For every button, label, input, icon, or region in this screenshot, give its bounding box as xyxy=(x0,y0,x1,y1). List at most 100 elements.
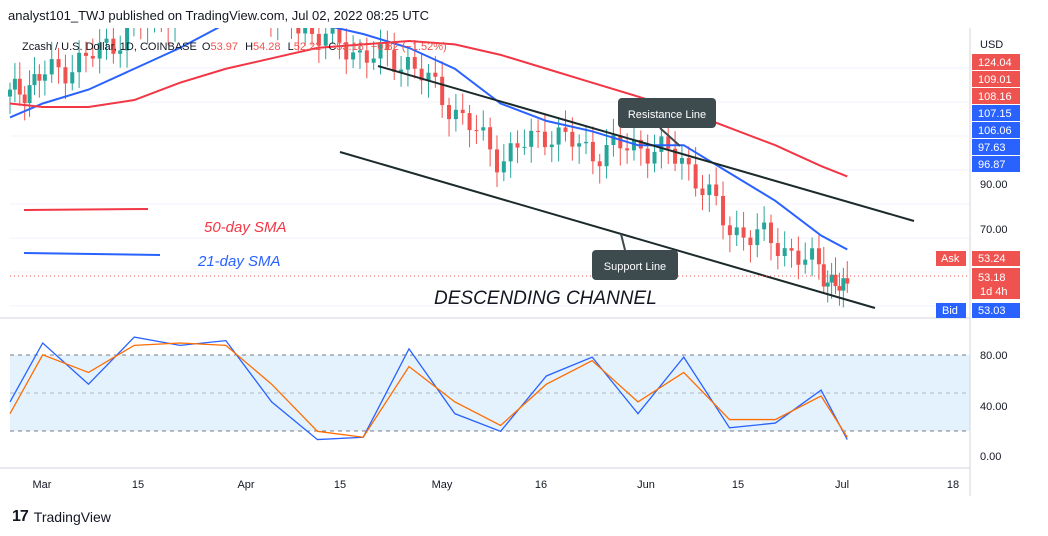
time-tick: Jun xyxy=(637,479,655,491)
brand-name: TradingView xyxy=(33,509,111,525)
candle-body xyxy=(27,85,32,104)
candle-body xyxy=(310,25,315,34)
price-tick-70: 70.00 xyxy=(980,224,1008,236)
bid-tag: Bid 53.03 xyxy=(936,303,1020,318)
candle-body xyxy=(97,42,102,59)
resistance-callout[interactable]: Resistance Line xyxy=(618,98,716,147)
chart-area[interactable]: 50-day SMA 21-day SMA DESCENDING CHANNEL… xyxy=(0,0,1048,496)
price-tick-90: 90.00 xyxy=(980,179,1008,191)
support-callout-label: Support Line xyxy=(604,261,666,273)
oscillator xyxy=(9,336,848,441)
candle-body xyxy=(399,69,404,72)
time-tick: Jul xyxy=(835,479,849,491)
footer: 17 TradingView xyxy=(12,508,111,526)
candle-body xyxy=(433,72,438,77)
candle-body xyxy=(625,148,630,151)
osc-tick-40: 40.00 xyxy=(980,401,1008,413)
candle-body xyxy=(666,136,671,149)
currency-label: USD xyxy=(980,39,1003,51)
candle-body xyxy=(631,139,636,151)
time-tick: May xyxy=(432,479,453,491)
candle-body xyxy=(104,38,109,43)
candle-body xyxy=(618,135,623,149)
osc-tick-80: 80.00 xyxy=(980,350,1008,362)
time-tick: 15 xyxy=(132,479,144,491)
resistance-line[interactable] xyxy=(377,65,915,222)
candle-body xyxy=(686,158,691,165)
level-tag-label: 107.15 xyxy=(978,108,1012,120)
low-value: 52.22 xyxy=(294,41,322,53)
candle-body xyxy=(467,113,472,131)
candle-body xyxy=(768,222,773,244)
candle-body xyxy=(841,278,846,291)
candle-body xyxy=(42,74,47,81)
resistance-callout-label: Resistance Line xyxy=(628,109,706,121)
support-line[interactable] xyxy=(339,151,876,309)
ask-value: 53.24 xyxy=(978,253,1006,265)
candle-body xyxy=(515,143,520,148)
oscillator-k-line xyxy=(9,336,848,441)
candle-body xyxy=(371,58,376,63)
bid-value: 53.03 xyxy=(978,305,1006,317)
candle-body xyxy=(330,23,335,34)
candle-body xyxy=(652,151,657,164)
candle-body xyxy=(22,94,27,104)
candle-body xyxy=(63,67,68,84)
price-chart[interactable]: 50-day SMA 21-day SMA DESCENDING CHANNEL… xyxy=(0,0,1048,496)
time-axis: Mar 15 Apr 15 May 16 Jun 15 Jul 18 xyxy=(33,479,960,491)
time-tick: 15 xyxy=(334,479,346,491)
level-tag-label: 97.63 xyxy=(978,142,1006,154)
candle-body xyxy=(32,74,37,86)
candle-body xyxy=(494,149,499,173)
candle-body xyxy=(83,52,88,56)
level-tag-label: 106.06 xyxy=(978,125,1012,137)
candle-body xyxy=(590,141,595,162)
level-tag-label: 109.01 xyxy=(978,74,1012,86)
candle-body xyxy=(748,237,753,246)
candle-body xyxy=(673,148,678,164)
candle-body xyxy=(447,105,452,120)
candle-body xyxy=(542,131,547,148)
channel-label: DESCENDING CHANNEL xyxy=(434,288,657,309)
candle-body xyxy=(829,274,834,283)
candle-body xyxy=(125,25,130,51)
candle-body xyxy=(12,78,17,90)
time-tick: 15 xyxy=(732,479,744,491)
symbol-name: Zcash / U.S. Dollar, 1D, COINBASE xyxy=(22,41,197,53)
candle-body xyxy=(364,50,369,63)
candle-body xyxy=(474,130,479,132)
level-tag-label: 108.16 xyxy=(978,91,1012,103)
change-value: −0.82 (−1.52%) xyxy=(371,41,447,53)
open-value: 53.97 xyxy=(210,41,238,53)
close-label: C xyxy=(328,41,336,53)
sma50-label: 50-day SMA xyxy=(204,219,287,236)
sma-line-50 xyxy=(9,39,848,178)
candle-body xyxy=(56,59,61,68)
level-tag-label: 124.04 xyxy=(978,57,1012,69)
candle-body xyxy=(357,50,362,53)
candlesticks xyxy=(8,0,850,308)
candle-body xyxy=(337,23,342,43)
candle-body xyxy=(316,33,321,46)
level-tag-label: 96.87 xyxy=(978,159,1006,171)
sma21-legend-line xyxy=(23,252,161,256)
last-price-tag: 53.18 1d 4h xyxy=(972,268,1020,299)
candle-body xyxy=(721,195,726,226)
candle-body xyxy=(70,72,75,84)
candle-body xyxy=(584,141,589,144)
candle-body xyxy=(344,42,349,60)
candle-body xyxy=(536,130,541,132)
candle-body xyxy=(419,68,424,81)
level-tag xyxy=(972,156,1020,172)
candle-body xyxy=(570,131,575,147)
sma-lines xyxy=(9,15,848,251)
support-callout[interactable]: Support Line xyxy=(592,233,678,280)
bid-label: Bid xyxy=(942,305,958,317)
candle-body xyxy=(118,50,123,54)
candle-body xyxy=(821,264,826,287)
candle-body xyxy=(845,278,850,284)
candle-body xyxy=(577,143,582,147)
candle-body xyxy=(49,59,54,75)
level-tags: 124.04 109.01 108.16 107.15 106.06 97.63 96.87 xyxy=(972,54,1020,172)
candle-body xyxy=(37,74,42,81)
